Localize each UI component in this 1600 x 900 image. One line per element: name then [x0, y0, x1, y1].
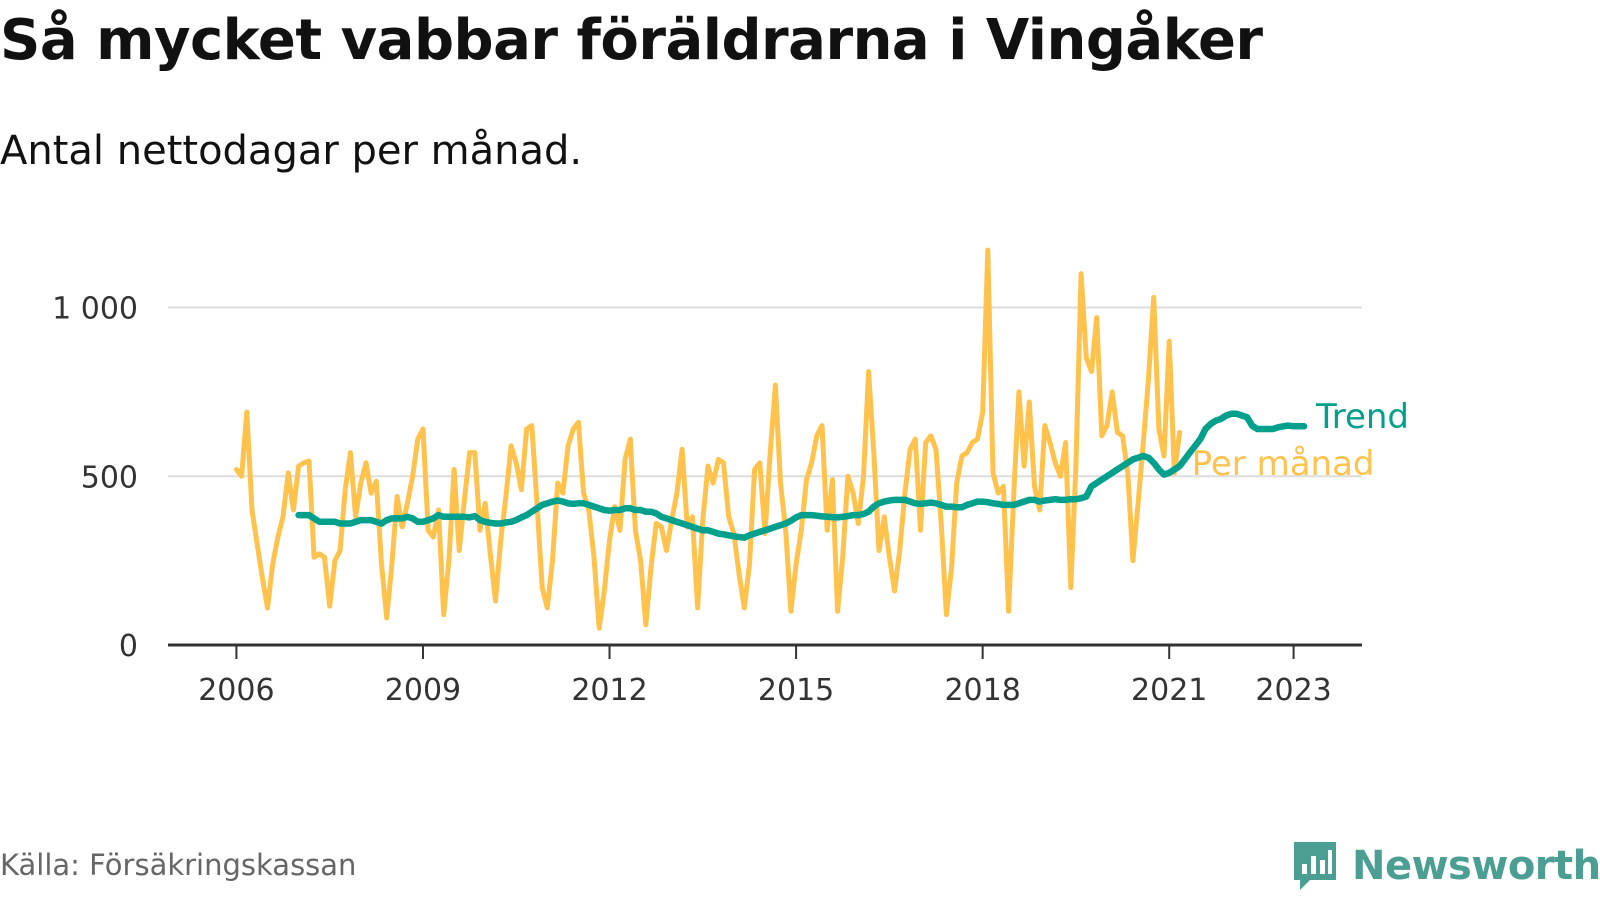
x-tick-label: 2021 [1131, 673, 1207, 708]
y-axis-ticks: 0 500 1 000 [52, 292, 138, 665]
x-tick-label: 2018 [944, 673, 1020, 708]
x-tick-label: 2023 [1255, 673, 1331, 708]
brand-name: Newsworthy [1352, 843, 1600, 889]
x-tick-label: 2006 [198, 673, 274, 708]
y-tick-label: 500 [81, 460, 138, 495]
x-axis-ticks: 2006 2009 2012 2015 2018 2021 2023 [198, 645, 1332, 708]
x-tick-label: 2012 [571, 673, 647, 708]
x-tick-label: 2015 [758, 673, 834, 708]
series-lines [233, 247, 1308, 631]
x-tick-label: 2009 [385, 673, 461, 708]
monthly-label: Per månad [1192, 444, 1375, 484]
newsworthy-logo-icon [1294, 842, 1336, 890]
chart-subtitle: Antal nettodagar per månad. [0, 128, 583, 174]
trend-label: Trend [1315, 397, 1409, 437]
y-tick-label: 0 [119, 629, 138, 664]
source-note: Källa: Försäkringskassan [0, 848, 357, 882]
y-tick-label: 1 000 [52, 292, 138, 327]
chart-title: Så mycket vabbar föräldrarna i Vingåker [0, 8, 1263, 73]
gridlines [168, 306, 1362, 478]
brand-logo: Newsworthy [1290, 838, 1600, 894]
series-labels: Per månad Trend [1192, 397, 1409, 484]
